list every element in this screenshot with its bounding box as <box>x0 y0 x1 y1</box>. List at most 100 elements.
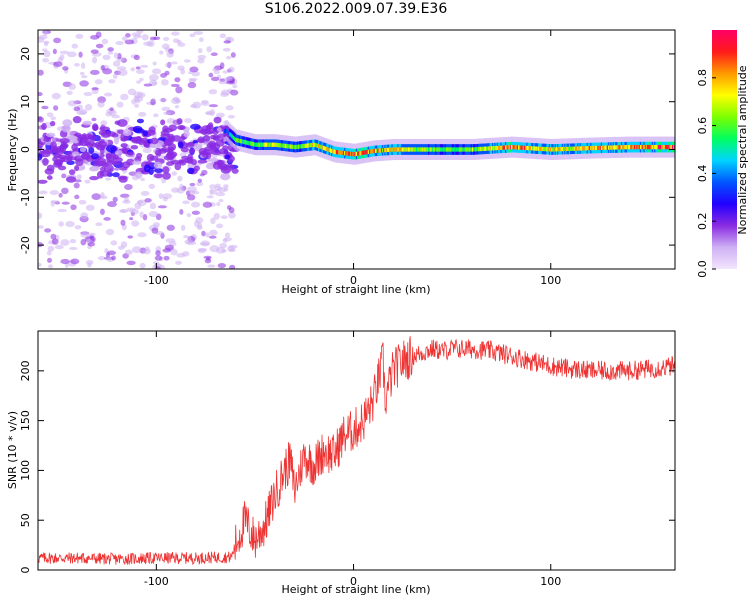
noise-blob <box>219 243 228 249</box>
y-tick-label: 100 <box>19 460 32 481</box>
noise-blob <box>65 221 75 228</box>
signal-blob <box>46 175 53 180</box>
ridge-core <box>251 141 254 147</box>
noise-blob <box>133 54 140 61</box>
noise-blob <box>149 74 159 82</box>
signal-blob <box>105 144 117 153</box>
ridge-core <box>397 147 400 152</box>
ridge-core <box>605 145 608 150</box>
ridge-core <box>358 151 361 156</box>
signal-blob <box>103 164 114 173</box>
noise-blob <box>209 229 218 236</box>
ridge-core <box>269 142 272 147</box>
noise-blob <box>125 33 131 38</box>
ridge-core <box>398 147 401 152</box>
y-tick-label: -20 <box>19 236 32 254</box>
ridge-core <box>499 145 502 151</box>
ridge-core <box>257 142 260 147</box>
signal-blob <box>50 141 57 149</box>
noise-blob <box>174 104 180 109</box>
noise-blob <box>118 69 128 77</box>
ridge-core <box>327 147 330 152</box>
ridge-core <box>531 146 534 151</box>
ridge-core <box>323 146 327 151</box>
ridge-core <box>351 151 354 157</box>
ridge-core <box>307 143 310 148</box>
ridge-core <box>396 147 399 152</box>
ridge-core <box>491 146 495 151</box>
noise-blob <box>53 61 63 67</box>
noise-blob <box>189 182 196 187</box>
ridge-core <box>276 142 279 148</box>
noise-blob <box>111 114 120 119</box>
noise-blob <box>161 43 170 50</box>
noise-blob <box>74 179 82 183</box>
noise-blob <box>58 221 64 227</box>
ridge-core <box>315 143 318 148</box>
signal-blob <box>171 135 182 142</box>
noise-blob <box>38 262 42 267</box>
ridge-core <box>533 146 536 151</box>
ridge-core <box>424 147 427 152</box>
noise-blob <box>223 40 231 44</box>
ridge-core <box>273 142 276 147</box>
ridge-core <box>497 145 501 151</box>
ridge-core <box>312 142 315 148</box>
signal-blob <box>38 179 48 184</box>
noise-blob <box>61 173 67 179</box>
ridge-core <box>438 147 441 152</box>
ridge-core <box>529 146 533 151</box>
ridge-core <box>271 142 275 147</box>
ridge-core <box>228 130 231 136</box>
signal-blob <box>132 160 142 165</box>
ridge-core <box>662 144 665 150</box>
ridge-core <box>261 142 264 147</box>
ridge-core <box>548 147 551 152</box>
ridge-core <box>322 145 325 151</box>
colorbar-tick-label: 0.4 <box>696 165 709 183</box>
ridge-core <box>344 150 347 156</box>
noise-blob <box>161 178 167 184</box>
noise-blob <box>107 51 114 55</box>
ridge-core <box>329 148 333 153</box>
noise-blob <box>48 264 54 269</box>
noise-blob <box>126 207 136 212</box>
signal-blob <box>90 153 99 160</box>
noise-blob <box>171 187 180 193</box>
ridge-core <box>496 145 499 151</box>
signal-blob <box>77 136 88 143</box>
ridge-core <box>538 146 541 151</box>
noise-blob <box>38 190 48 195</box>
ridge-core <box>248 140 251 146</box>
ridge-core <box>578 146 581 151</box>
noise-blob <box>107 201 117 208</box>
ridge-core <box>567 146 570 152</box>
noise-blob <box>38 225 44 229</box>
signal-blob <box>153 168 164 173</box>
signal-blob <box>143 164 151 173</box>
noise-blob <box>198 37 204 43</box>
x-tick-label: 100 <box>540 575 561 588</box>
signal-blob <box>135 135 142 143</box>
noise-blob <box>84 103 93 111</box>
ridge-core <box>411 147 414 152</box>
ridge-core <box>670 144 673 150</box>
noise-blob <box>205 232 210 238</box>
ridge-core <box>326 147 329 152</box>
noise-blob <box>224 76 233 82</box>
noise-blob <box>115 40 124 46</box>
noise-blob <box>160 79 169 86</box>
ridge-core <box>380 148 383 153</box>
signal-blob <box>53 153 61 159</box>
ridge-core <box>328 147 331 153</box>
ridge-core <box>334 149 337 155</box>
ridge-core <box>649 144 652 150</box>
signal-blob <box>56 162 63 167</box>
ridge-core <box>494 145 497 151</box>
noise-blob <box>97 256 106 261</box>
ridge-core <box>467 147 470 152</box>
ridge-core <box>564 146 567 152</box>
noise-blob <box>121 36 128 41</box>
noise-blob <box>186 213 192 218</box>
noise-blob <box>109 107 114 112</box>
